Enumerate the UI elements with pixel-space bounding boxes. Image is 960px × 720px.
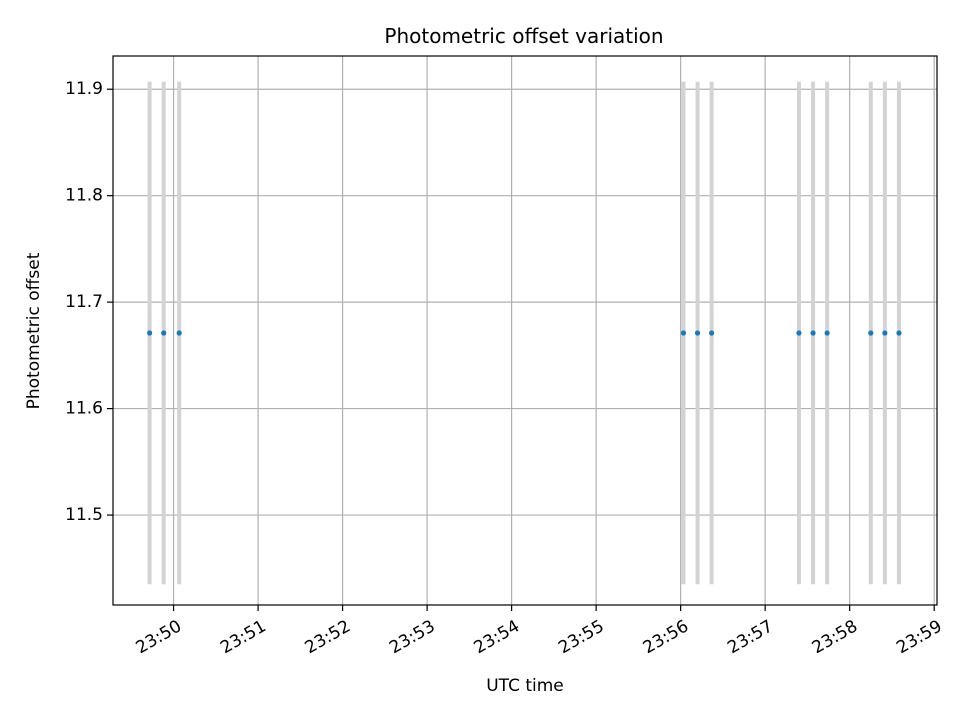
data-point <box>680 330 687 336</box>
y-axis-ticks: 11.5 11.6 11.7 11.8 11.9 <box>65 79 113 525</box>
data-point <box>810 330 816 336</box>
data-point <box>161 330 167 336</box>
y-tick-label: 11.9 <box>65 79 103 99</box>
x-axis-label: UTC time <box>486 676 564 696</box>
data-point <box>824 330 830 336</box>
y-tick-label: 11.6 <box>65 399 103 419</box>
data-point <box>694 330 701 336</box>
data-point <box>176 330 182 336</box>
data-point <box>882 330 888 336</box>
y-tick-label: 11.5 <box>65 505 103 525</box>
plot-frame <box>112 55 938 606</box>
data-point <box>709 330 715 336</box>
y-axis-label: Photometric offset <box>24 252 44 409</box>
y-tick-label: 11.8 <box>65 186 103 206</box>
chart-title: Photometric offset variation <box>384 24 663 48</box>
y-tick-label: 11.7 <box>65 292 103 312</box>
data-point <box>896 330 902 336</box>
data-point <box>868 330 874 336</box>
data-points <box>147 330 902 336</box>
data-point <box>147 330 153 336</box>
data-point <box>796 330 802 336</box>
